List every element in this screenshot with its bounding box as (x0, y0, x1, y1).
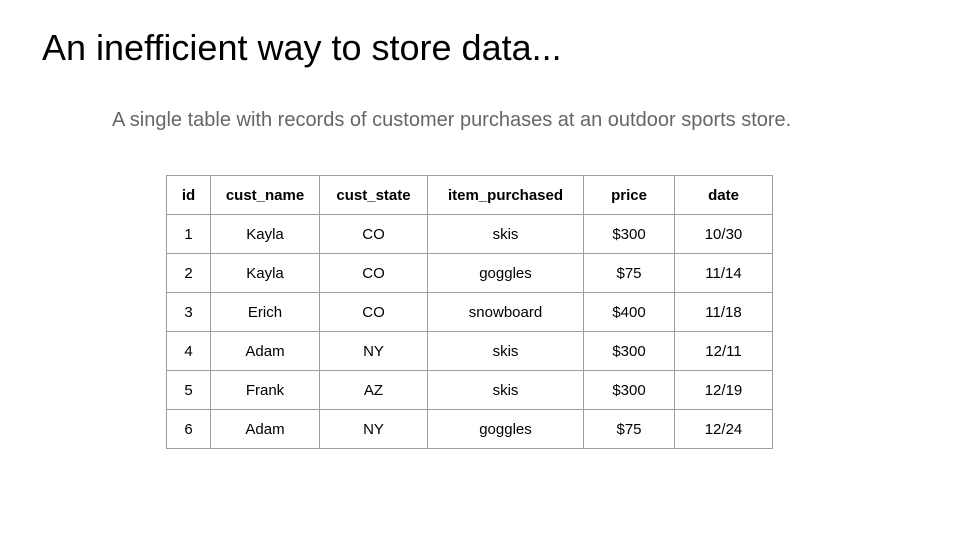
header-cust-state: cust_state (319, 175, 428, 215)
table-row: 1 Kayla CO skis $300 10/30 (166, 214, 773, 254)
cell-price: $75 (583, 409, 675, 449)
cell-date: 12/19 (674, 370, 773, 410)
cell-date: 11/18 (674, 292, 773, 332)
cell-item-purchased: goggles (427, 409, 584, 449)
header-price: price (583, 175, 675, 215)
cell-cust-name: Erich (210, 292, 320, 332)
cell-id: 4 (166, 331, 211, 371)
cell-cust-name: Frank (210, 370, 320, 410)
cell-cust-name: Adam (210, 409, 320, 449)
cell-price: $400 (583, 292, 675, 332)
cell-price: $300 (583, 331, 675, 371)
cell-cust-name: Kayla (210, 214, 320, 254)
table-row: 5 Frank AZ skis $300 12/19 (166, 370, 773, 410)
cell-price: $300 (583, 214, 675, 254)
cell-cust-name: Kayla (210, 253, 320, 293)
cell-price: $75 (583, 253, 675, 293)
cell-item-purchased: goggles (427, 253, 584, 293)
cell-item-purchased: skis (427, 370, 584, 410)
cell-item-purchased: snowboard (427, 292, 584, 332)
cell-date: 12/11 (674, 331, 773, 371)
header-id: id (166, 175, 211, 215)
cell-id: 2 (166, 253, 211, 293)
cell-cust-state: CO (319, 253, 428, 293)
header-cust-name: cust_name (210, 175, 320, 215)
cell-cust-state: CO (319, 292, 428, 332)
cell-cust-name: Adam (210, 331, 320, 371)
cell-price: $300 (583, 370, 675, 410)
slide-title: An inefficient way to store data... (42, 27, 562, 68)
cell-item-purchased: skis (427, 331, 584, 371)
cell-id: 5 (166, 370, 211, 410)
cell-id: 1 (166, 214, 211, 254)
cell-cust-state: CO (319, 214, 428, 254)
table-row: 4 Adam NY skis $300 12/11 (166, 331, 773, 371)
table-row: 3 Erich CO snowboard $400 11/18 (166, 292, 773, 332)
purchases-table: id cust_name cust_state item_purchased p… (166, 175, 773, 449)
header-date: date (674, 175, 773, 215)
cell-cust-state: NY (319, 331, 428, 371)
cell-cust-state: AZ (319, 370, 428, 410)
table-row: 6 Adam NY goggles $75 12/24 (166, 409, 773, 449)
table-row: 2 Kayla CO goggles $75 11/14 (166, 253, 773, 293)
cell-item-purchased: skis (427, 214, 584, 254)
cell-date: 12/24 (674, 409, 773, 449)
cell-date: 10/30 (674, 214, 773, 254)
cell-id: 3 (166, 292, 211, 332)
slide-subtitle: A single table with records of customer … (112, 109, 792, 131)
cell-id: 6 (166, 409, 211, 449)
table-header-row: id cust_name cust_state item_purchased p… (166, 175, 773, 215)
cell-cust-state: NY (319, 409, 428, 449)
cell-date: 11/14 (674, 253, 773, 293)
header-item-purchased: item_purchased (427, 175, 584, 215)
